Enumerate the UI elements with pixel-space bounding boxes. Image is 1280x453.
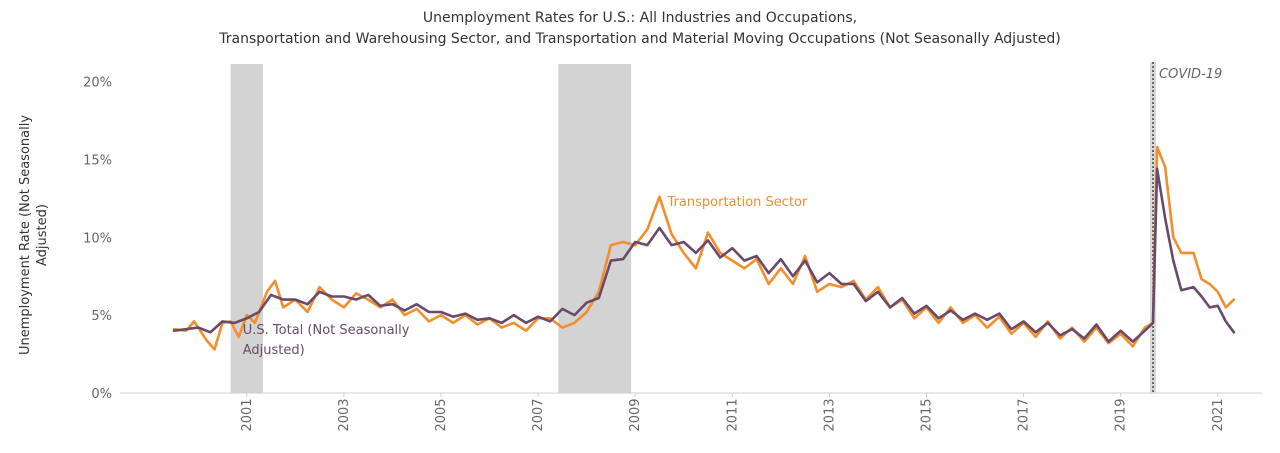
axes: 0% 5% 10% 15% 20% 2001 2003 2005 2007 2009 2011 201… xyxy=(83,76,1262,432)
x-tick-label-2015: 2015 xyxy=(919,398,934,431)
series-line-1 xyxy=(172,145,1236,351)
event-label-1: COVID-19 xyxy=(1159,67,1222,82)
chart-title-line-1: Unemployment Rates for U.S.: All Industr… xyxy=(422,10,858,26)
x-tick-label-2003: 2003 xyxy=(337,398,352,431)
recession-band-2 xyxy=(558,64,632,393)
series-line-2 xyxy=(172,167,1236,343)
x-tick-label-2017: 2017 xyxy=(1017,398,1032,431)
x-tick-label-2005: 2005 xyxy=(434,398,449,431)
chart-title-line-2: Transportation and Warehousing Sector, a… xyxy=(219,31,1061,47)
y-tick-label-1: 5% xyxy=(91,309,112,324)
y-tick-label-0: 0% xyxy=(91,387,112,402)
series-label-2-line-1: U.S. Total (Not Seasonally xyxy=(243,323,410,338)
y-tick-label-4: 20% xyxy=(83,76,112,91)
recession-bands xyxy=(230,64,632,393)
x-tick-label-2009: 2009 xyxy=(628,398,643,431)
x-tick-label-2013: 2013 xyxy=(822,398,837,431)
series-lines xyxy=(172,145,1236,351)
x-tick-label-2021: 2021 xyxy=(1211,398,1226,431)
series-label-1-line-1: Transportation Sector xyxy=(667,195,808,210)
x-tick-label-2001: 2001 xyxy=(240,398,255,431)
chart-title: Unemployment Rates for U.S.: All Industr… xyxy=(0,8,1280,50)
x-tick-label-2019: 2019 xyxy=(1114,398,1129,431)
x-tick-label-2011: 2011 xyxy=(725,398,740,431)
y-tick-label-2: 10% xyxy=(83,231,112,246)
x-tick-label-2007: 2007 xyxy=(531,398,546,431)
y-tick-label-3: 15% xyxy=(83,153,112,168)
event-markers: COVID-19 xyxy=(1150,62,1222,393)
series-labels: Transportation Sector U.S. Total (Not Sea… xyxy=(243,195,808,358)
series-label-2-line-2: Adjusted) xyxy=(243,343,305,358)
recession-band-1 xyxy=(230,64,264,393)
